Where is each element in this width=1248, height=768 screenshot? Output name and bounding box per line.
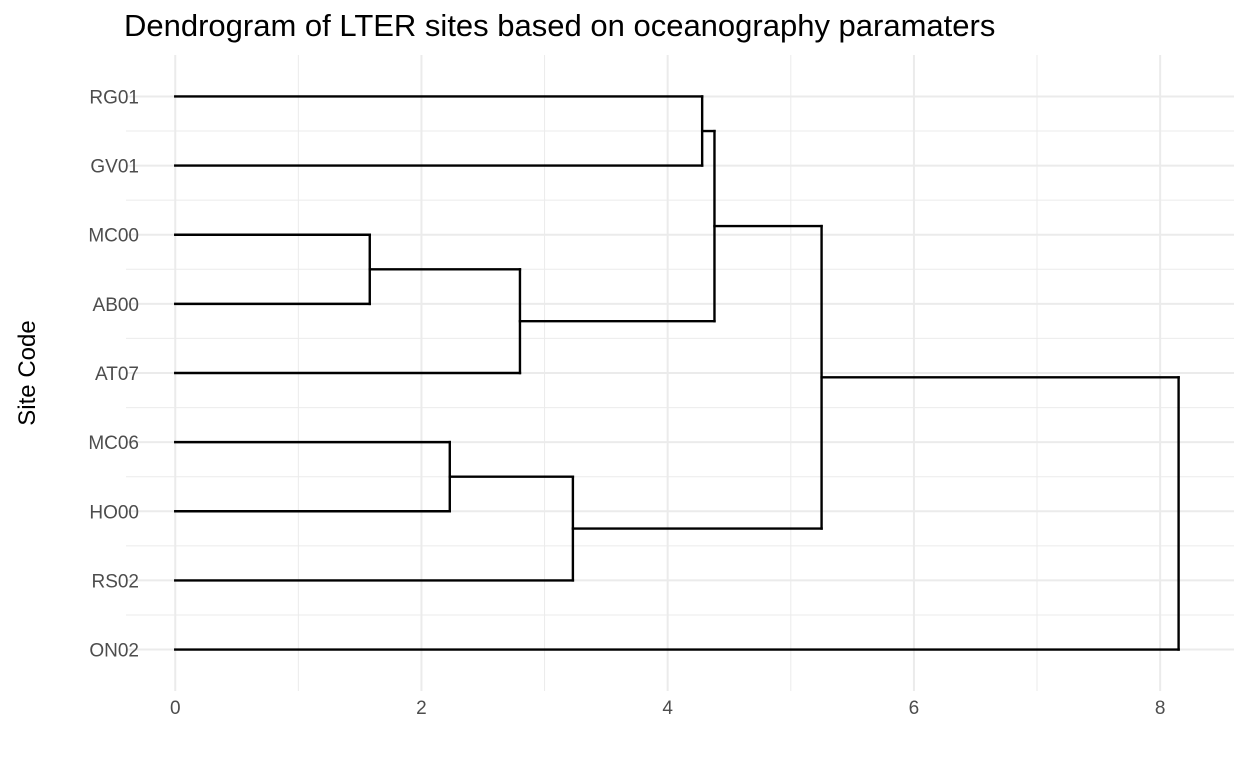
y-tick-label-RS02: RS02 <box>91 571 139 592</box>
y-tick-label-GV01: GV01 <box>90 157 139 178</box>
y-tick-label-HO00: HO00 <box>89 502 139 523</box>
x-tick-label: 8 <box>1155 698 1166 719</box>
chart-title: Dendrogram of LTER sites based on oceano… <box>124 8 996 43</box>
y-tick-label-AT07: AT07 <box>95 364 139 385</box>
y-tick-label-ON02: ON02 <box>89 641 139 662</box>
x-tick-label: 6 <box>909 698 920 719</box>
y-tick-label-MC06: MC06 <box>88 433 139 454</box>
y-tick-label-AB00: AB00 <box>93 295 139 316</box>
y-tick-label-RG01: RG01 <box>89 87 139 108</box>
x-tick-label: 4 <box>662 698 673 719</box>
x-tick-label: 0 <box>170 698 181 719</box>
y-tick-label-MC00: MC00 <box>88 226 139 247</box>
x-tick-label: 2 <box>416 698 427 719</box>
y-axis-title: Site Code <box>14 320 41 425</box>
label-layer: ON02 RS02 HO00 MC06 AT07 AB00 MC00 GV01 RG01 0 2 4 6… <box>88 87 1165 719</box>
branch-layer <box>174 95 1180 651</box>
